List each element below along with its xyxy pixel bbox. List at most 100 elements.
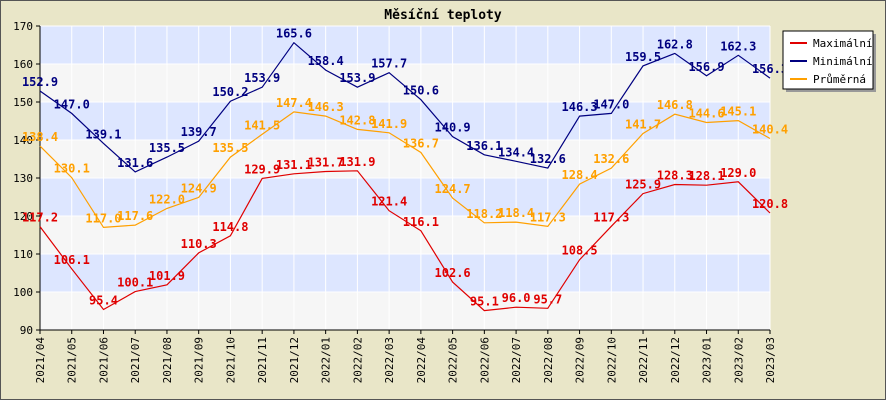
legend: Maximální Minimální Průměrná (782, 30, 876, 92)
data-label: 139.7 (181, 125, 217, 139)
y-axis: 90 100 110 120 130 140 150 160 170 (13, 20, 41, 337)
x-tick-label: 2022/09 (574, 337, 587, 383)
data-label: 121.4 (371, 195, 407, 209)
data-label: 136.1 (466, 139, 502, 153)
data-label: 165.6 (276, 27, 312, 41)
legend-label: Maximální (813, 37, 873, 50)
data-label: 125.9 (625, 178, 661, 192)
data-label: 131.7 (308, 156, 344, 170)
data-label: 95.1 (470, 295, 499, 309)
data-label: 153.9 (339, 71, 375, 85)
y-tick-label: 90 (20, 324, 33, 337)
data-label: 117.6 (117, 209, 153, 223)
y-tick-label: 170 (13, 20, 33, 33)
data-label: 129.0 (720, 166, 756, 180)
data-label: 135.5 (212, 141, 248, 155)
data-label: 120.8 (752, 197, 788, 211)
x-tick-label: 2022/01 (320, 337, 333, 383)
data-labels: 117.2106.195.4100.1101.9110.3114.8129.91… (22, 27, 788, 309)
x-tick-label: 2022/04 (415, 337, 428, 384)
data-label: 128.3 (657, 168, 693, 182)
x-tick-label: 2023/03 (764, 337, 777, 383)
data-label: 147.0 (593, 97, 629, 111)
data-label: 150.6 (403, 84, 439, 98)
data-label: 142.8 (339, 113, 375, 127)
data-label: 144.6 (688, 107, 724, 121)
plot-band (40, 292, 770, 330)
data-label: 147.4 (276, 96, 312, 110)
x-tick-label: 2022/05 (447, 337, 460, 383)
y-tick-label: 130 (13, 172, 33, 185)
data-label: 157.7 (371, 57, 407, 71)
data-label: 110.3 (181, 237, 217, 251)
x-tick-label: 2022/08 (542, 337, 555, 383)
data-label: 146.3 (308, 100, 344, 114)
data-label: 106.1 (54, 253, 90, 267)
series-layer (39, 41, 771, 312)
data-label: 118.4 (498, 206, 534, 220)
y-tick-label: 140 (13, 134, 33, 147)
x-tick-label: 2022/03 (383, 337, 396, 383)
x-axis: 2021/04 2021/05 2021/06 2021/07 2021/08 2021/… (34, 329, 777, 384)
data-label: 117.0 (85, 211, 121, 225)
data-label: 156.3 (752, 62, 788, 76)
x-tick-label: 2021/06 (97, 337, 110, 383)
y-tick-label: 150 (13, 96, 33, 109)
series-line-2 (39, 111, 771, 229)
data-label: 114.8 (212, 220, 248, 234)
x-tick-label: 2021/04 (34, 337, 47, 384)
data-label: 131.6 (117, 156, 153, 170)
data-label: 129.9 (244, 162, 280, 176)
data-label: 124.9 (181, 181, 217, 195)
y-tick-label: 110 (13, 248, 33, 261)
data-label: 101.9 (149, 269, 185, 283)
plot-band (40, 216, 770, 254)
data-label: 147.0 (54, 97, 90, 111)
x-tick-label: 2021/10 (224, 337, 237, 383)
data-label: 138.4 (22, 130, 58, 144)
data-label: 158.4 (308, 54, 344, 68)
data-label: 95.4 (89, 293, 118, 307)
data-label: 162.3 (720, 39, 756, 53)
series-line-0 (39, 170, 771, 312)
data-label: 108.5 (562, 244, 598, 258)
y-tick-label: 160 (13, 58, 33, 71)
x-tick-label: 2021/09 (193, 337, 206, 383)
data-label: 128.1 (688, 169, 724, 183)
data-label: 140.9 (435, 121, 471, 135)
data-label: 124.7 (435, 182, 471, 196)
x-tick-label: 2021/05 (66, 337, 79, 383)
legend-label: Průměrná (813, 73, 866, 86)
data-label: 136.7 (403, 137, 439, 151)
data-label: 96.0 (502, 291, 531, 305)
data-label: 132.6 (530, 152, 566, 166)
x-tick-label: 2022/06 (478, 337, 491, 383)
data-label: 153.9 (244, 71, 280, 85)
data-label: 95.7 (533, 292, 562, 306)
series-line-1 (39, 41, 771, 173)
data-label: 134.4 (498, 145, 534, 159)
y-tick-label: 120 (13, 210, 33, 223)
data-label: 117.3 (530, 210, 566, 224)
y-tick-label: 100 (13, 286, 33, 299)
x-tick-label: 2022/10 (605, 337, 618, 383)
data-label: 116.1 (403, 215, 439, 229)
x-tick-label: 2021/11 (256, 337, 269, 383)
x-tick-label: 2022/07 (510, 337, 523, 383)
data-label: 150.2 (212, 85, 248, 99)
data-label: 152.9 (22, 75, 58, 89)
data-label: 100.1 (117, 276, 153, 290)
data-label: 131.9 (339, 155, 375, 169)
data-label: 131.1 (276, 158, 312, 172)
data-label: 139.1 (85, 127, 121, 141)
x-tick-label: 2023/02 (732, 337, 745, 383)
x-tick-label: 2021/12 (288, 337, 301, 383)
data-label: 141.5 (244, 118, 280, 132)
data-label: 117.3 (593, 210, 629, 224)
data-label: 128.4 (562, 168, 598, 182)
data-label: 118.2 (466, 207, 502, 221)
plot-band (40, 64, 770, 102)
data-label: 141.7 (625, 118, 661, 132)
data-label: 132.6 (593, 152, 629, 166)
